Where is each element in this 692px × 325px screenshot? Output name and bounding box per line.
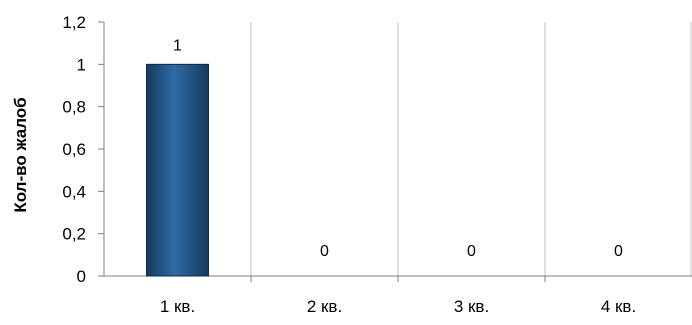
y-tick-label: 0,6 xyxy=(62,140,86,159)
labels: 0 0,2 0,4 0,6 0,8 1 1,2 1 1 кв. 0 2 кв. 0 3 кв. 0 4 кв… xyxy=(62,13,636,316)
data-label: 0 xyxy=(614,243,623,260)
y-tick-label: 1 xyxy=(77,55,86,74)
data-label: 1 xyxy=(173,37,182,54)
x-tick-label: 2 кв. xyxy=(307,297,342,316)
y-tick-label: 1,2 xyxy=(62,13,86,32)
y-tick-label: 0 xyxy=(77,267,86,286)
y-axis-title: Кол-во жалоб xyxy=(11,97,30,212)
data-label: 0 xyxy=(320,243,329,260)
bars xyxy=(146,63,209,277)
x-tick-label: 3 кв. xyxy=(454,297,489,316)
y-tick-label: 0,8 xyxy=(62,98,86,117)
grid-lines xyxy=(250,22,692,276)
bar xyxy=(146,63,209,277)
x-tick-label: 1 кв. xyxy=(160,297,195,316)
y-tick-label: 0,2 xyxy=(62,225,86,244)
y-tick-label: 0,4 xyxy=(62,182,86,201)
x-tick-label: 4 кв. xyxy=(601,297,636,316)
data-label: 0 xyxy=(467,243,476,260)
